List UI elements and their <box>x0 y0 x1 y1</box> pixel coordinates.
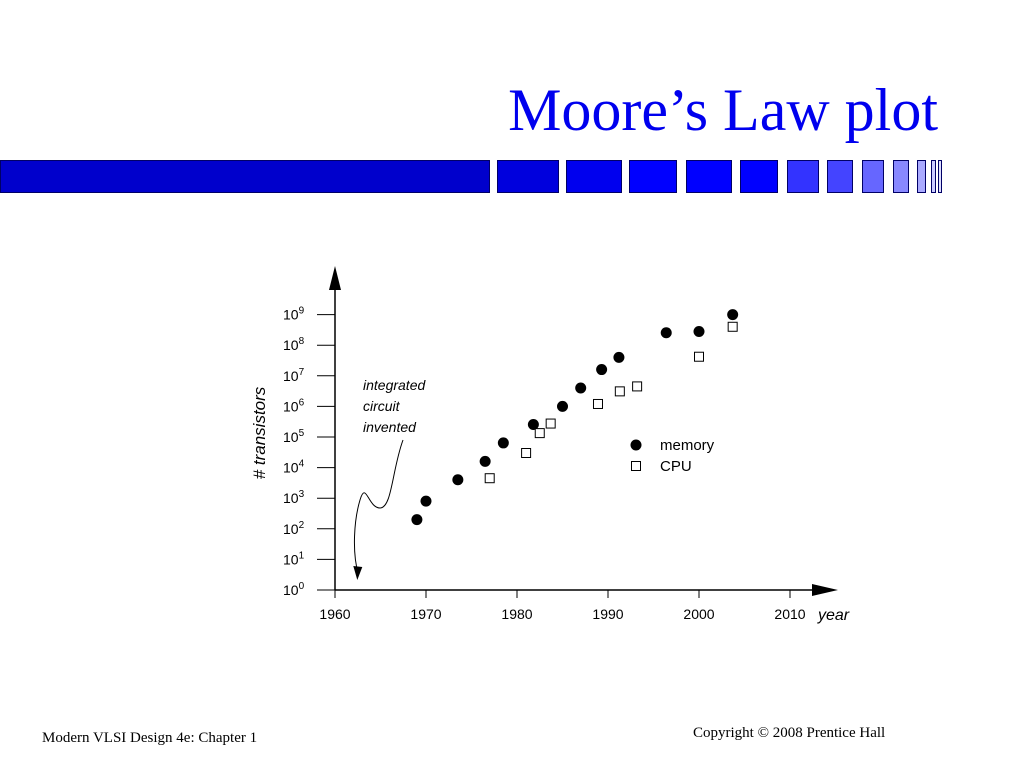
bar-block <box>566 160 622 193</box>
memory-point <box>452 474 464 486</box>
bar-block <box>0 160 490 193</box>
y-tick-label: 105 <box>283 428 305 445</box>
x-tick-label: 2010 <box>774 606 805 622</box>
annotation-text: invented <box>363 419 417 435</box>
y-tick-label: 104 <box>283 459 305 476</box>
x-tick-label: 1960 <box>319 606 350 622</box>
legend-cpu-marker <box>631 461 641 471</box>
x-tick-label: 1980 <box>501 606 532 622</box>
x-tick-label: 1990 <box>592 606 623 622</box>
bar-block <box>740 160 778 193</box>
y-axis-label: # transistors <box>250 386 269 479</box>
chart-annotation: integrated circuit invented <box>353 377 426 580</box>
memory-point <box>575 382 587 394</box>
cpu-point <box>545 418 556 429</box>
memory-point <box>527 419 539 431</box>
cpu-point <box>521 448 532 459</box>
cpu-point <box>592 398 603 409</box>
memory-point <box>693 326 705 338</box>
bar-block <box>893 160 909 193</box>
y-tick-label: 107 <box>283 367 305 384</box>
y-tick-label: 102 <box>283 520 305 537</box>
y-tick-group: 100 101 102 103 104 105 106 107 108 109 <box>283 306 335 598</box>
cpu-point <box>727 321 738 332</box>
y-tick-label: 109 <box>283 306 305 323</box>
data-marks <box>411 309 739 526</box>
bar-block <box>629 160 677 193</box>
bar-block <box>931 160 936 193</box>
memory-point <box>411 514 423 526</box>
x-tick-label: 2000 <box>683 606 714 622</box>
y-tick-label: 108 <box>283 336 305 353</box>
memory-point <box>727 309 739 321</box>
bar-block <box>686 160 732 193</box>
memory-point <box>596 364 608 376</box>
memory-point <box>420 495 432 507</box>
bar-block <box>787 160 819 193</box>
bar-block <box>827 160 853 193</box>
y-tick-label: 100 <box>283 581 305 598</box>
annotation-text: integrated <box>363 377 426 393</box>
cpu-point <box>632 381 643 392</box>
chart-axes: # transistors year <box>250 266 850 624</box>
y-axis-arrowhead <box>329 266 341 290</box>
x-axis-arrowhead <box>812 584 838 596</box>
decorative-bar-strip <box>0 160 944 194</box>
bar-block <box>497 160 559 193</box>
chart-legend: memory CPU <box>630 437 715 475</box>
annotation-arrowhead <box>353 566 363 580</box>
y-tick-label: 103 <box>283 489 305 506</box>
memory-point <box>613 351 625 363</box>
legend-label: CPU <box>660 458 692 475</box>
x-axis-label: year <box>817 607 850 624</box>
memory-point <box>497 437 509 449</box>
memory-point <box>479 455 491 467</box>
memory-point <box>557 400 568 412</box>
cpu-point <box>484 473 495 484</box>
annotation-curve <box>353 439 404 575</box>
slide-title: Moore’s Law plot <box>508 77 938 143</box>
legend-label: memory <box>660 437 715 454</box>
y-tick-label: 106 <box>283 397 305 414</box>
cpu-point <box>694 351 704 362</box>
x-tick-group: 1960 1970 1980 1990 2000 2010 <box>319 590 806 622</box>
x-tick-label: 1970 <box>410 606 441 622</box>
footer-course-label: Modern VLSI Design 4e: Chapter 1 <box>42 730 258 746</box>
bar-block <box>862 160 884 193</box>
memory-point <box>660 327 672 339</box>
footer-copyright: Copyright © 2008 Prentice Hall <box>693 725 886 741</box>
annotation-text: circuit <box>363 398 401 414</box>
bar-block <box>938 160 942 193</box>
y-tick-label: 101 <box>283 550 305 567</box>
legend-memory-marker <box>630 439 642 451</box>
cpu-point <box>534 428 545 439</box>
bar-block <box>917 160 926 193</box>
cpu-point <box>614 386 625 397</box>
